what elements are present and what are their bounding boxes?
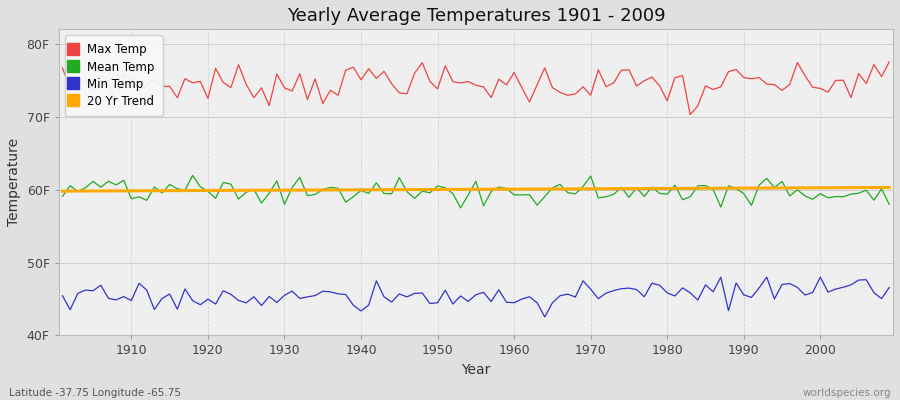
- Min Temp: [884, 285, 895, 290]
- Line: Mean Temp: Mean Temp: [62, 176, 889, 208]
- Mean Temp: [118, 178, 129, 183]
- Mean Temp: [57, 194, 68, 199]
- X-axis label: Year: Year: [461, 363, 491, 377]
- 20 Yr Trend: [57, 189, 68, 194]
- Min Temp: [508, 300, 519, 305]
- Text: worldspecies.org: worldspecies.org: [803, 388, 891, 398]
- Min Temp: [118, 294, 129, 299]
- Max Temp: [287, 88, 298, 93]
- Max Temp: [118, 72, 129, 77]
- Title: Yearly Average Temperatures 1901 - 2009: Yearly Average Temperatures 1901 - 2009: [286, 7, 665, 25]
- Min Temp: [287, 289, 298, 294]
- Mean Temp: [884, 202, 895, 207]
- Min Temp: [716, 275, 726, 280]
- Max Temp: [333, 93, 344, 98]
- Max Temp: [508, 70, 519, 75]
- 20 Yr Trend: [501, 187, 512, 192]
- Min Temp: [57, 293, 68, 298]
- Mean Temp: [616, 185, 626, 190]
- Max Temp: [685, 112, 696, 117]
- Mean Temp: [455, 206, 466, 210]
- 20 Yr Trend: [508, 187, 519, 192]
- Y-axis label: Temperature: Temperature: [7, 138, 21, 226]
- Max Temp: [600, 84, 611, 89]
- Mean Temp: [517, 192, 527, 197]
- Max Temp: [57, 66, 68, 70]
- Mean Temp: [294, 175, 305, 180]
- Mean Temp: [524, 192, 535, 197]
- 20 Yr Trend: [884, 185, 895, 190]
- Mean Temp: [340, 200, 351, 204]
- Min Temp: [539, 314, 550, 319]
- Mean Temp: [187, 173, 198, 178]
- Min Temp: [501, 300, 512, 305]
- Min Temp: [333, 292, 344, 296]
- Line: Max Temp: Max Temp: [62, 62, 889, 114]
- 20 Yr Trend: [600, 186, 611, 191]
- Legend: Max Temp, Mean Temp, Min Temp, 20 Yr Trend: Max Temp, Mean Temp, Min Temp, 20 Yr Tre…: [65, 35, 163, 116]
- 20 Yr Trend: [287, 188, 298, 192]
- Text: Latitude -37.75 Longitude -65.75: Latitude -37.75 Longitude -65.75: [9, 388, 181, 398]
- Min Temp: [608, 288, 619, 293]
- Max Temp: [501, 82, 512, 87]
- Line: 20 Yr Trend: 20 Yr Trend: [62, 188, 889, 191]
- 20 Yr Trend: [118, 188, 129, 193]
- Max Temp: [884, 60, 895, 64]
- 20 Yr Trend: [333, 188, 344, 192]
- Line: Min Temp: Min Temp: [62, 277, 889, 317]
